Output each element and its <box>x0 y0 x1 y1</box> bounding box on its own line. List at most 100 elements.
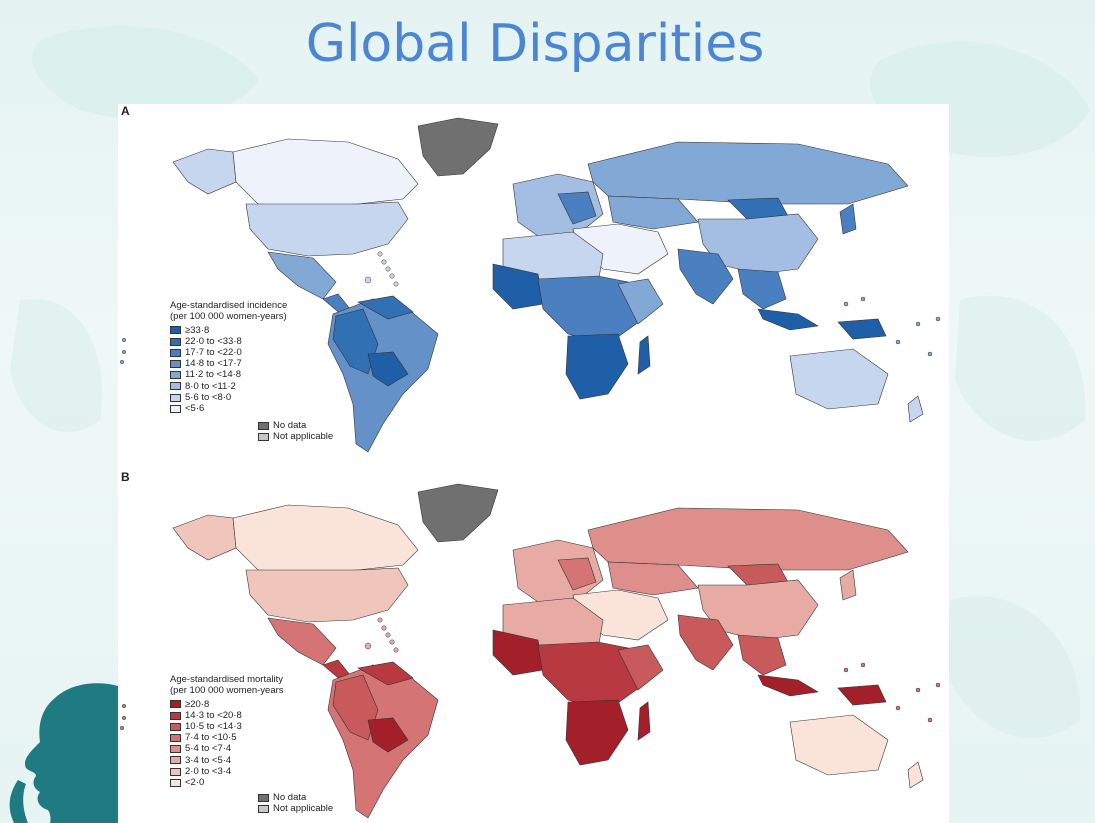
head-profile-silhouette <box>9 683 118 823</box>
atlantic-islands <box>119 337 127 365</box>
panel-a-letter: A <box>121 104 130 118</box>
indonesia-region <box>757 308 819 331</box>
india-region <box>677 614 734 671</box>
china-region <box>697 579 819 641</box>
incidence-legend-item: 11·2 to <14·8 <box>170 369 287 381</box>
incidence-legend-item: 8·0 to <11·2 <box>170 381 287 392</box>
mortality-legend-label: 3·4 to <5·4 <box>185 754 232 766</box>
mortality-legend-title: Age-standardised mortality (per 100 000 … <box>170 674 284 697</box>
incidence-legend-swatch <box>170 371 181 380</box>
no-data-row: No data <box>258 420 368 431</box>
southeast-asia-region <box>737 634 787 676</box>
southern-africa-region <box>565 699 629 766</box>
central-africa-region <box>537 641 644 711</box>
japan-region <box>839 203 857 235</box>
mortality-legend-swatch <box>170 745 181 754</box>
incidence-legend-title: Age-standardised incidence (per 100 000 … <box>170 300 288 323</box>
incidence-legend-label: 5·6 to <8·0 <box>185 391 232 403</box>
usa-region <box>245 567 409 623</box>
incidence-legend-swatch <box>170 348 181 357</box>
mortality-legend-item: 5·4 to <7·4 <box>170 743 284 755</box>
mortality-legend-swatch <box>170 700 181 709</box>
mortality-legend-label: <2·0 <box>185 777 205 788</box>
mortality-legend-item: ≥20·8 <box>170 699 284 710</box>
mortality-legend-item: 10·5 to <14·3 <box>170 721 284 732</box>
east-africa-region <box>617 644 664 691</box>
mortality-map-panel: B Age-standardised mortality (per 100 00… <box>118 470 949 823</box>
incidence-legend-label: 14·8 to <17·7 <box>185 358 242 370</box>
east-africa-region <box>617 278 664 325</box>
incidence-legend-rows: ≥33·8 22·0 to <33·8 17·7 to <22·0 14·8 to <… <box>170 325 287 415</box>
west-africa-region <box>492 629 544 676</box>
incidence-legend-item: <5·6 <box>170 403 287 414</box>
andes-region <box>332 674 379 741</box>
mortality-legend-swatch <box>170 767 181 776</box>
mortality-legend-rows: ≥20·8 14·3 to <20·8 10·5 to <14·3 7·4 to <1… <box>170 699 284 789</box>
central-africa-region <box>537 275 644 345</box>
not-applicable-swatch <box>258 432 269 441</box>
incidence-legend-item: 5·6 to <8·0 <box>170 392 287 403</box>
australia-region <box>789 348 889 410</box>
incidence-legend-label: 17·7 to <22·0 <box>185 347 242 359</box>
incidence-legend-swatch <box>170 393 181 402</box>
china-region <box>697 213 819 275</box>
russia-region <box>587 141 909 205</box>
not-applicable-row: Not applicable <box>258 431 368 442</box>
central-asia-region <box>607 195 699 230</box>
mortality-legend-swatch <box>170 722 181 731</box>
mortality-legend-item: <2·0 <box>170 777 284 788</box>
canada-region <box>232 138 419 207</box>
incidence-legend-swatch <box>170 404 181 413</box>
mortality-legend-label: ≥20·8 <box>185 698 210 710</box>
andes-region <box>332 308 379 375</box>
mexico-region <box>267 251 337 300</box>
canada-region <box>232 504 419 573</box>
incidence-legend-swatch <box>170 382 181 391</box>
incidence-legend-extra: No data Not applicable <box>258 420 368 442</box>
greenland-region <box>417 117 499 177</box>
incidence-legend-swatch <box>170 337 181 346</box>
australia-region <box>789 714 889 776</box>
mortality-legend-label: 5·4 to <7·4 <box>185 743 232 755</box>
incidence-legend-label: 11·2 to <14·8 <box>185 369 242 381</box>
greenland-region <box>417 483 499 543</box>
japan-region <box>839 569 857 601</box>
incidence-legend: Age-standardised incidence (per 100 000 … <box>170 300 333 442</box>
incidence-world-map <box>119 117 941 453</box>
madagascar-region <box>637 335 651 375</box>
venezuela-region <box>357 295 414 320</box>
west-africa-region <box>492 263 544 310</box>
incidence-legend-swatch <box>170 326 181 335</box>
mortality-legend-item: 2·0 to <3·4 <box>170 766 284 777</box>
mexico-region <box>267 617 337 666</box>
incidence-map-panel: A Age-standardised incidence (per 100 00… <box>118 104 949 464</box>
eastern-europe-region <box>557 557 597 591</box>
southeast-asia-region <box>737 268 787 310</box>
mortality-legend-label: 10·5 to <14·3 <box>185 721 242 733</box>
incidence-legend-label: 22·0 to <33·8 <box>185 335 242 347</box>
mortality-legend-swatch <box>170 733 181 742</box>
incidence-legend-item: ≥33·8 <box>170 325 287 336</box>
caribbean-islands <box>364 251 399 287</box>
pacific-islands <box>843 662 941 723</box>
mortality-legend-label: 14·3 to <20·8 <box>185 709 242 721</box>
pacific-islands <box>843 296 941 357</box>
slide-title: Global Disparities <box>305 14 765 74</box>
incidence-legend-label: 8·0 to <11·2 <box>185 380 236 392</box>
alaska-region <box>172 148 237 195</box>
atlantic-islands <box>119 703 127 731</box>
bolivia-region <box>367 717 409 753</box>
panel-b-letter: B <box>121 470 130 484</box>
mortality-legend-label: 7·4 to <10·5 <box>185 732 237 744</box>
new-zealand-region <box>907 395 924 423</box>
incidence-legend-item: 14·8 to <17·7 <box>170 358 287 369</box>
no-data-swatch <box>258 421 269 430</box>
caribbean-islands <box>364 617 399 653</box>
incidence-legend-swatch <box>170 359 181 368</box>
southern-africa-region <box>565 333 629 400</box>
bolivia-region <box>367 351 409 387</box>
incidence-legend-item: 17·7 to <22·0 <box>170 347 287 358</box>
india-region <box>677 248 734 305</box>
incidence-legend-item: 22·0 to <33·8 <box>170 336 287 347</box>
png-region <box>837 684 887 706</box>
